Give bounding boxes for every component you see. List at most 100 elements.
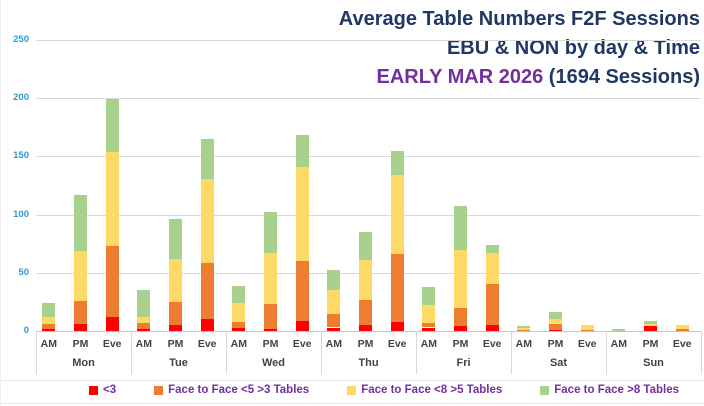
bar-fri-pm-segment bbox=[454, 206, 467, 250]
bar-thu-pm-segment bbox=[359, 259, 372, 300]
x-axis-time-label: AM bbox=[420, 338, 437, 350]
bar-fri-eve-segment bbox=[485, 325, 499, 331]
bar-mon-eve-segment bbox=[105, 99, 119, 152]
x-axis-day-label: Thu bbox=[358, 357, 379, 369]
bar-thu-pm-segment bbox=[359, 299, 372, 326]
x-axis-day-label: Sat bbox=[549, 357, 568, 369]
bar-sat-pm-segment bbox=[549, 324, 562, 330]
title-line-3: EARLY MAR 2026 (1694 Sessions) bbox=[339, 63, 701, 92]
bar-sun-eve-segment bbox=[675, 325, 689, 329]
bar-mon-am-segment bbox=[42, 317, 56, 324]
bar-mon-am-segment bbox=[42, 303, 56, 318]
bar-mon-eve-segment bbox=[105, 151, 119, 247]
bar-sat-am-segment bbox=[517, 327, 531, 330]
bar-wed-eve-segment bbox=[295, 261, 309, 321]
bar-wed-am-segment bbox=[232, 321, 246, 328]
bar-mon-am-segment bbox=[42, 328, 56, 331]
title-line-2: EBU & NON by day & Time bbox=[446, 37, 700, 59]
x-axis-time-label: Eve bbox=[482, 338, 502, 350]
bar-sun-eve-segment bbox=[675, 328, 689, 331]
x-axis-time-label: Eve bbox=[387, 338, 407, 350]
bar-mon-pm-segment bbox=[74, 250, 87, 301]
legend-label: Face to Face <5 >3 Tables bbox=[168, 384, 310, 396]
bar-fri-eve-segment bbox=[485, 253, 499, 285]
bar-tue-eve-segment bbox=[200, 319, 214, 331]
x-axis-time-label: PM bbox=[357, 338, 374, 350]
bar-thu-pm-segment bbox=[359, 325, 372, 331]
y-axis-tick-250: 250 bbox=[13, 34, 29, 45]
category-separator bbox=[131, 331, 132, 374]
legend-item: Face to Face >8 Tables bbox=[540, 384, 679, 396]
legend: <3 Face to Face <5 >3 Tables Face to Face … bbox=[89, 384, 679, 396]
bar-fri-am-segment bbox=[422, 322, 436, 328]
bar-sat-eve-segment bbox=[580, 325, 594, 330]
x-axis-time-label: PM bbox=[262, 338, 279, 350]
legend-item: <3 bbox=[89, 384, 116, 396]
bar-tue-eve-segment bbox=[200, 138, 214, 179]
bar-sat-pm-segment bbox=[549, 329, 562, 331]
x-axis-time-label: AM bbox=[40, 338, 57, 350]
bar-sat-eve-segment bbox=[580, 329, 594, 331]
bar-fri-pm-segment bbox=[454, 307, 467, 327]
y-axis-tick-200: 200 bbox=[13, 92, 29, 104]
bar-mon-pm-segment bbox=[74, 300, 87, 324]
bar-fri-pm-segment bbox=[454, 249, 467, 308]
x-axis-time-label: Eve bbox=[672, 338, 692, 350]
y-axis-tick-50: 50 bbox=[18, 266, 29, 278]
legend-label: <3 bbox=[103, 384, 117, 396]
bar-wed-am-segment bbox=[232, 285, 246, 304]
x-axis-time-label: AM bbox=[135, 338, 152, 350]
category-separator bbox=[226, 331, 227, 374]
legend-label: Face to Face <8 >5 Tables bbox=[361, 384, 503, 396]
bar-sun-pm-segment bbox=[644, 320, 657, 324]
bar-thu-pm-segment bbox=[359, 232, 372, 260]
chart-title: Average Table Numbers F2F Sessions EBU &… bbox=[339, 5, 700, 92]
bar-wed-pm-segment bbox=[264, 212, 277, 253]
x-axis-time-label: PM bbox=[452, 338, 469, 350]
legend-swatch-icon bbox=[540, 385, 550, 395]
bar-tue-am-segment bbox=[137, 317, 151, 323]
title-session-count: (1694 Sessions) bbox=[543, 66, 700, 88]
bar-mon-pm-segment bbox=[74, 194, 87, 251]
x-axis-day-label: Sun bbox=[643, 357, 664, 369]
category-separator bbox=[321, 331, 322, 374]
legend-swatch-icon bbox=[154, 385, 164, 395]
bar-wed-eve-segment bbox=[295, 320, 309, 331]
gridline-250 bbox=[36, 40, 701, 41]
x-axis-time-label: AM bbox=[230, 338, 247, 350]
bar-fri-am-segment bbox=[422, 305, 436, 323]
x-axis-day-label: Tue bbox=[169, 357, 188, 369]
bar-tue-pm-segment bbox=[169, 301, 182, 326]
x-axis-time-label: Eve bbox=[102, 338, 122, 350]
sheet-gridline bbox=[1, 380, 704, 381]
bar-wed-pm-segment bbox=[264, 328, 277, 331]
bar-sun-am-segment bbox=[612, 328, 626, 331]
bar-sat-am-segment bbox=[517, 326, 531, 328]
gridline-200 bbox=[36, 98, 701, 100]
legend-label: Face to Face >8 Tables bbox=[554, 384, 679, 396]
bar-wed-pm-segment bbox=[264, 253, 277, 305]
bar-thu-am-segment bbox=[327, 290, 341, 314]
x-axis-day-label: Fri bbox=[456, 357, 471, 369]
bar-thu-eve-segment bbox=[390, 254, 404, 322]
x-axis-time-label: Eve bbox=[577, 338, 597, 350]
bar-sun-pm-segment bbox=[644, 324, 657, 327]
bar-tue-eve-segment bbox=[200, 263, 214, 320]
x-axis-time-label: PM bbox=[547, 338, 564, 350]
legend-swatch-icon bbox=[89, 385, 98, 395]
bar-fri-pm-segment bbox=[454, 326, 467, 331]
bar-fri-am-segment bbox=[422, 327, 436, 331]
x-axis-time-label: PM bbox=[72, 338, 89, 350]
bar-fri-eve-segment bbox=[485, 284, 499, 326]
x-axis-time-label: AM bbox=[325, 338, 342, 350]
x-axis-time-label: Eve bbox=[197, 338, 217, 350]
bar-mon-pm-segment bbox=[74, 324, 87, 331]
bar-mon-am-segment bbox=[42, 324, 56, 329]
bar-thu-eve-segment bbox=[390, 321, 404, 331]
bar-tue-am-segment bbox=[137, 322, 151, 329]
legend-item: Face to Face <5 >3 Tables bbox=[154, 384, 309, 396]
y-axis-tick-150: 150 bbox=[13, 150, 29, 162]
bar-thu-am-segment bbox=[327, 327, 341, 331]
bar-fri-eve-segment bbox=[485, 244, 499, 253]
